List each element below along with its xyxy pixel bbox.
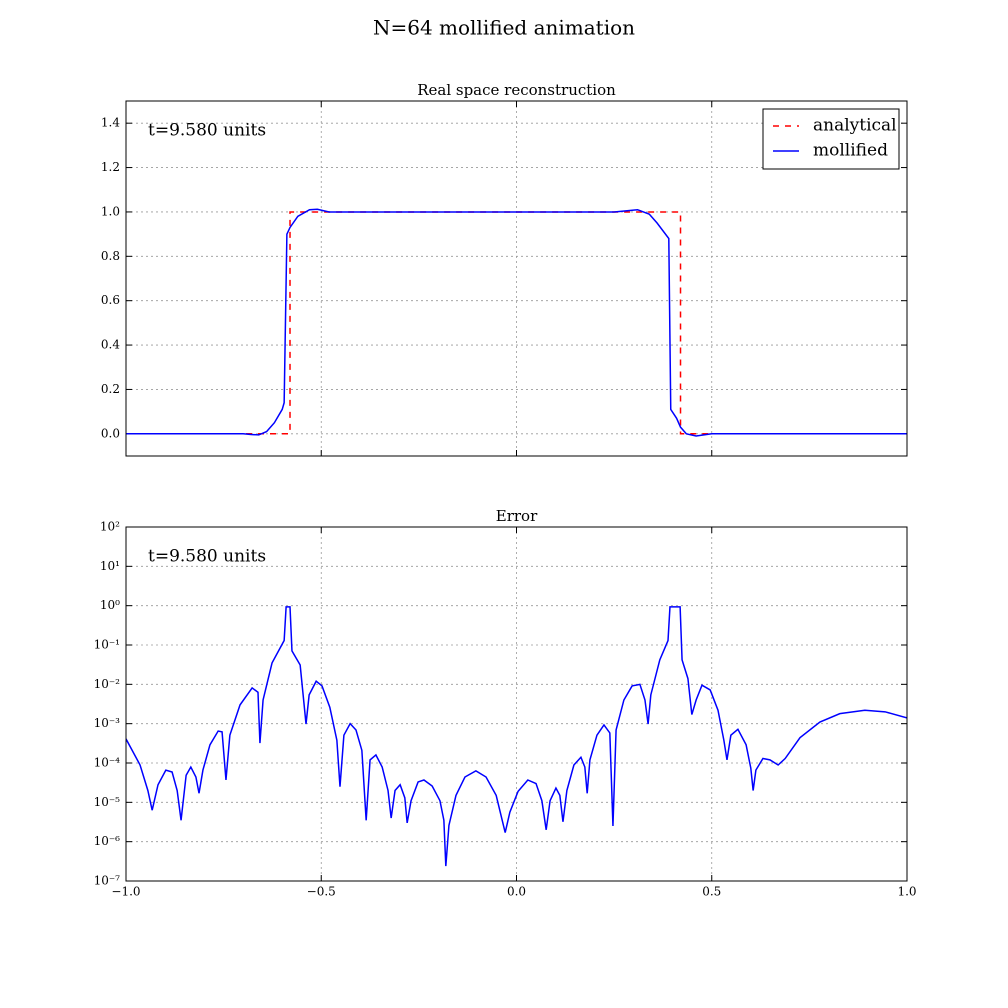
figure-title: N=64 mollified animation <box>373 16 635 40</box>
x-tick-label: 0.5 <box>702 885 721 899</box>
axes-frame <box>125 100 908 457</box>
y-tick-label: 10⁻⁷ <box>94 874 121 888</box>
y-tick-label: 1.4 <box>101 116 120 130</box>
x-tick-label: 0.0 <box>507 885 526 899</box>
y-tick-label: 1.0 <box>101 204 120 218</box>
axes-title: Error <box>496 507 538 525</box>
y-tick-label: 1.2 <box>101 160 120 174</box>
y-tick-label: 0.4 <box>101 338 120 352</box>
axes-frame <box>125 526 908 882</box>
x-tick-label: 1.0 <box>897 885 916 899</box>
y-tick-label: 0.2 <box>101 382 120 396</box>
annotation: t=9.580 units <box>148 547 266 567</box>
y-tick-label: 10⁻² <box>94 677 121 691</box>
y-tick-label: 10⁻³ <box>94 716 121 730</box>
axes-title: Real space reconstruction <box>417 81 616 99</box>
y-tick-label: 10⁻¹ <box>94 638 120 652</box>
legend-label: analytical <box>813 116 897 136</box>
x-tick-label: −0.5 <box>307 885 336 899</box>
y-tick-label: 10² <box>100 520 120 534</box>
y-tick-label: 10⁻⁴ <box>94 756 121 770</box>
legend-label: mollified <box>813 141 888 161</box>
series-line <box>126 606 907 867</box>
annotation: t=9.580 units <box>148 121 266 141</box>
y-tick-label: 0.8 <box>101 249 120 263</box>
y-tick-label: 10⁻⁶ <box>94 834 121 848</box>
y-tick-label: 10⁰ <box>100 598 120 612</box>
legend-frame <box>762 108 900 170</box>
y-tick-label: 10¹ <box>100 559 120 573</box>
y-tick-label: 10⁻⁵ <box>94 795 121 809</box>
series-line <box>126 208 907 437</box>
x-tick-label: −1.0 <box>111 885 140 899</box>
y-tick-label: 0.0 <box>101 426 120 440</box>
y-tick-label: 0.6 <box>101 293 120 307</box>
